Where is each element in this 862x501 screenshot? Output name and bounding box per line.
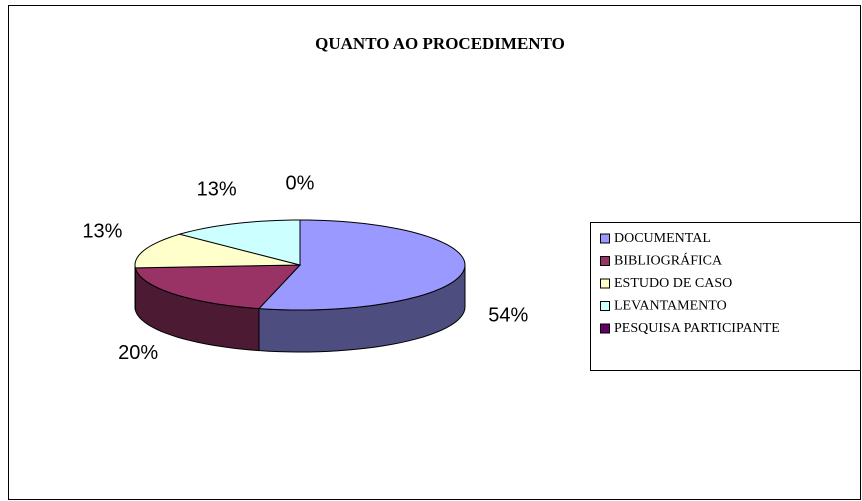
legend-swatch (600, 256, 610, 266)
legend-swatch (600, 233, 610, 244)
legend-swatch (600, 278, 610, 289)
chart-title: QUANTO AO PROCEDIMENTO (315, 34, 565, 53)
legend-label: LEVANTAMENTO (614, 299, 727, 314)
legend-label: BIBLIOGRÁFICA (614, 252, 723, 269)
slice (134, 233, 301, 269)
legend-box (590, 222, 861, 371)
legend-swatch (600, 323, 610, 334)
slice (257, 219, 466, 311)
slice (177, 219, 301, 266)
data-label: 0% (286, 172, 315, 194)
data-label: 13% (197, 178, 237, 200)
legend-label: ESTUDO DE CASO (614, 276, 732, 291)
legend-label: PESQUISA PARTICIPANTE (614, 321, 780, 336)
data-label: 20% (118, 342, 158, 364)
data-label: 13% (82, 221, 122, 243)
data-label: 54% (488, 304, 528, 326)
legend-label: DOCUMENTAL (614, 231, 711, 246)
legend-swatch (600, 301, 610, 311)
slice (134, 264, 302, 310)
